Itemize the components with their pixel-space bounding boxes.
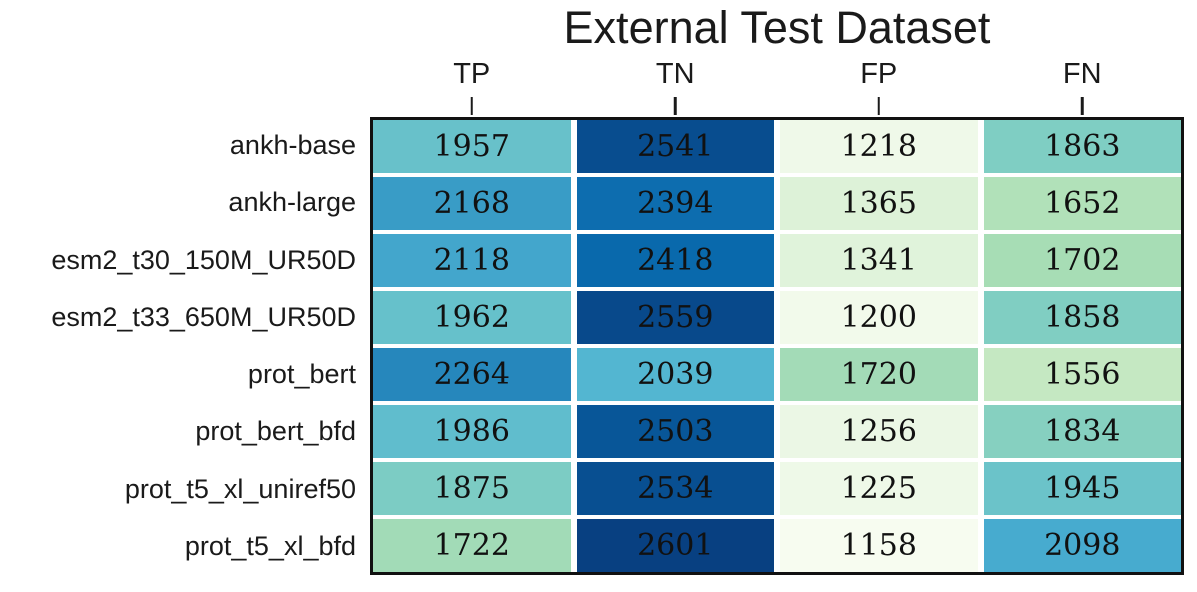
column-header-fn: FN: [1062, 58, 1102, 90]
column-header-fp: FP: [860, 58, 898, 90]
row-label: esm2_t33_650M_UR50D: [51, 301, 356, 332]
heatmap-cell: 2118: [373, 234, 571, 287]
heatmap-cell: 1218: [780, 120, 978, 173]
heatmap-cell: 2264: [373, 348, 571, 401]
heatmap-cell: 2534: [576, 462, 774, 515]
row-label: prot_t5_xl_uniref50: [124, 473, 356, 504]
heatmap-cell: 1722: [373, 519, 571, 572]
row-label: prot_bert_bfd: [195, 416, 356, 447]
chart-title: External Test Dataset: [563, 2, 991, 53]
row-label: prot_t5_xl_bfd: [184, 530, 356, 561]
heatmap-cell: 1702: [983, 234, 1181, 287]
column-tick: [470, 97, 473, 115]
heatmap-cell: 2541: [576, 120, 774, 173]
heatmap-cell: 1225: [780, 462, 978, 515]
heatmap-cell: 1858: [983, 291, 1181, 344]
heatmap-cell: 1875: [373, 462, 571, 515]
heatmap-cell: 2559: [576, 291, 774, 344]
heatmap-cell: 1556: [983, 348, 1181, 401]
column-tick: [1081, 97, 1084, 115]
column-ticks: [370, 97, 1184, 115]
heatmap-cell: 2098: [983, 519, 1181, 572]
heatmap-cell: 1256: [780, 405, 978, 458]
column-header-tn: TN: [655, 58, 695, 90]
column-tick: [674, 97, 677, 115]
heatmap-cell: 2168: [373, 177, 571, 230]
heatmap-cell: 1945: [983, 462, 1181, 515]
heatmap-cell: 1957: [373, 120, 571, 173]
heatmap-cell: 1652: [983, 177, 1181, 230]
heatmap-cell: 1986: [373, 405, 571, 458]
row-label: ankh-large: [228, 187, 356, 218]
column-headers: TP TN FP FN: [370, 56, 1184, 92]
heatmap-cell: 2503: [576, 405, 774, 458]
heatmap-cell: 1200: [780, 291, 978, 344]
heatmap-grid: 1957 2541 1218 1863 2168 2394 1365 1652 2118 2418…: [370, 117, 1184, 575]
column-header-tp: TP: [453, 58, 491, 90]
heatmap-cell: 1341: [780, 234, 978, 287]
column-tick: [877, 97, 880, 115]
heatmap-cell: 2039: [576, 348, 774, 401]
heatmap-cell: 1365: [780, 177, 978, 230]
heatmap-cell: 1863: [983, 120, 1181, 173]
heatmap-cell: 2394: [576, 177, 774, 230]
row-label: ankh-base: [229, 130, 356, 161]
heatmap-cell: 1962: [373, 291, 571, 344]
heatmap-cell: 2418: [576, 234, 774, 287]
heatmap-cell: 1834: [983, 405, 1181, 458]
heatmap-cell: 1158: [780, 519, 978, 572]
heatmap-cell: 2601: [576, 519, 774, 572]
row-label: prot_bert: [247, 359, 356, 390]
row-label: esm2_t30_150M_UR50D: [51, 244, 356, 275]
heatmap-cell: 1720: [780, 348, 978, 401]
